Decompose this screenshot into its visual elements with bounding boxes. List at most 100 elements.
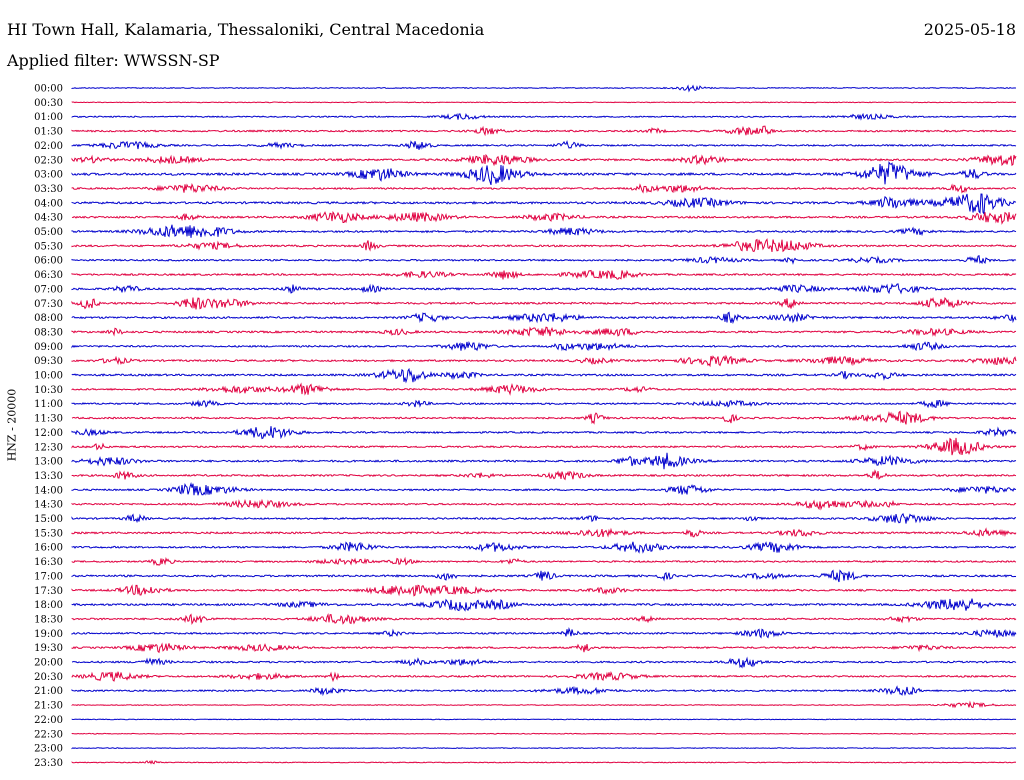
trace-line [71,367,1017,384]
row-label: 13:00 [34,457,63,468]
trace-line [71,642,1017,654]
row-label: 20:30 [34,672,63,683]
station-title: HI Town Hall, Kalamaria, Thessaloniki, C… [7,20,485,39]
row-label: 21:30 [34,701,63,712]
trace-line [71,112,1017,121]
trace-line [71,747,1017,750]
trace-line [71,238,1017,253]
row-label: 09:00 [34,342,63,353]
trace-line [71,160,1017,186]
trace-line [71,685,1017,697]
row-label: 16:00 [34,543,63,554]
trace-line [71,732,1016,735]
row-label: 16:30 [34,557,63,568]
trace-line [71,326,1017,337]
trace-line [71,482,1017,496]
trace-line [71,210,1017,225]
row-label: 23:00 [34,744,63,755]
row-label: 09:30 [34,356,63,367]
trace-line [71,656,1017,669]
row-label: 14:30 [34,500,63,511]
row-label: 19:30 [34,643,63,654]
row-label: 17:30 [34,586,63,597]
row-label: 07:30 [34,299,63,310]
trace-line [71,254,1017,265]
row-label: 11:30 [34,414,63,425]
row-label: 03:30 [34,184,63,195]
row-label: 04:00 [34,198,63,209]
trace-line [71,224,1017,238]
row-label: 10:30 [34,385,63,396]
row-label: 01:30 [34,127,63,138]
row-label: 00:30 [34,98,63,109]
row-label: 18:00 [34,600,63,611]
trace-line [71,598,1017,612]
row-label: 14:00 [34,485,63,496]
trace-line [71,584,1017,597]
row-label: 22:30 [34,729,63,740]
trace-line [71,101,1017,104]
trace-line [71,626,1017,639]
trace-line [71,193,1017,216]
row-label: 19:00 [34,629,63,640]
row-label: 13:30 [34,471,63,482]
trace-line [71,700,1017,709]
trace-line [71,437,1017,456]
trace-line [71,569,1017,583]
trace-line [71,498,1017,511]
trace-line [71,759,1017,765]
row-label: 15:00 [34,514,63,525]
filter-label: Applied filter: WWSSN-SP [7,51,220,70]
row-label: 12:00 [34,428,63,439]
row-label: 00:00 [34,84,63,95]
row-label: 12:30 [34,442,63,453]
row-label: 06:30 [34,270,63,281]
trace-line [71,556,1017,566]
trace-line [71,153,1017,167]
trace-line [71,382,1017,396]
trace-line [71,512,1017,524]
row-label: 08:00 [34,313,63,324]
trace-line [71,296,1017,310]
trace-line [71,613,1017,625]
trace-line [71,410,1017,425]
trace-line [71,283,1017,295]
row-label: 23:30 [34,758,63,769]
trace-line [71,541,1016,554]
row-label: 03:00 [34,170,63,181]
trace-line [71,399,1017,409]
row-label: 05:30 [34,241,63,252]
trace-line [71,84,1016,93]
row-label: 18:30 [34,614,63,625]
trace-line [71,139,1017,150]
row-label: 04:30 [34,213,63,224]
date-label: 2025-05-18 [923,20,1016,39]
row-label: 07:00 [34,284,63,295]
trace-line [71,183,1017,194]
row-label: 01:00 [34,112,63,123]
trace-line [71,527,1017,538]
row-label: 06:00 [34,256,63,267]
trace-line [71,718,1017,721]
row-label: 10:00 [34,371,63,382]
row-label: 02:30 [34,155,63,166]
trace-line [71,426,1017,440]
trace-line [71,269,1017,280]
row-label: 21:00 [34,686,63,697]
trace-line [71,125,1017,137]
row-label: 15:30 [34,528,63,539]
row-label: 20:00 [34,658,63,669]
trace-line [71,469,1017,481]
row-label: 17:00 [34,571,63,582]
row-label: 05:00 [34,227,63,238]
trace-line [71,340,1017,352]
trace-line [71,311,1017,325]
row-label: 08:30 [34,327,63,338]
trace-line [71,354,1017,368]
trace-line [71,671,1017,683]
trace-line [71,452,1017,470]
row-label: 11:00 [34,399,63,410]
row-label: 22:00 [34,715,63,726]
row-label: 02:00 [34,141,63,152]
